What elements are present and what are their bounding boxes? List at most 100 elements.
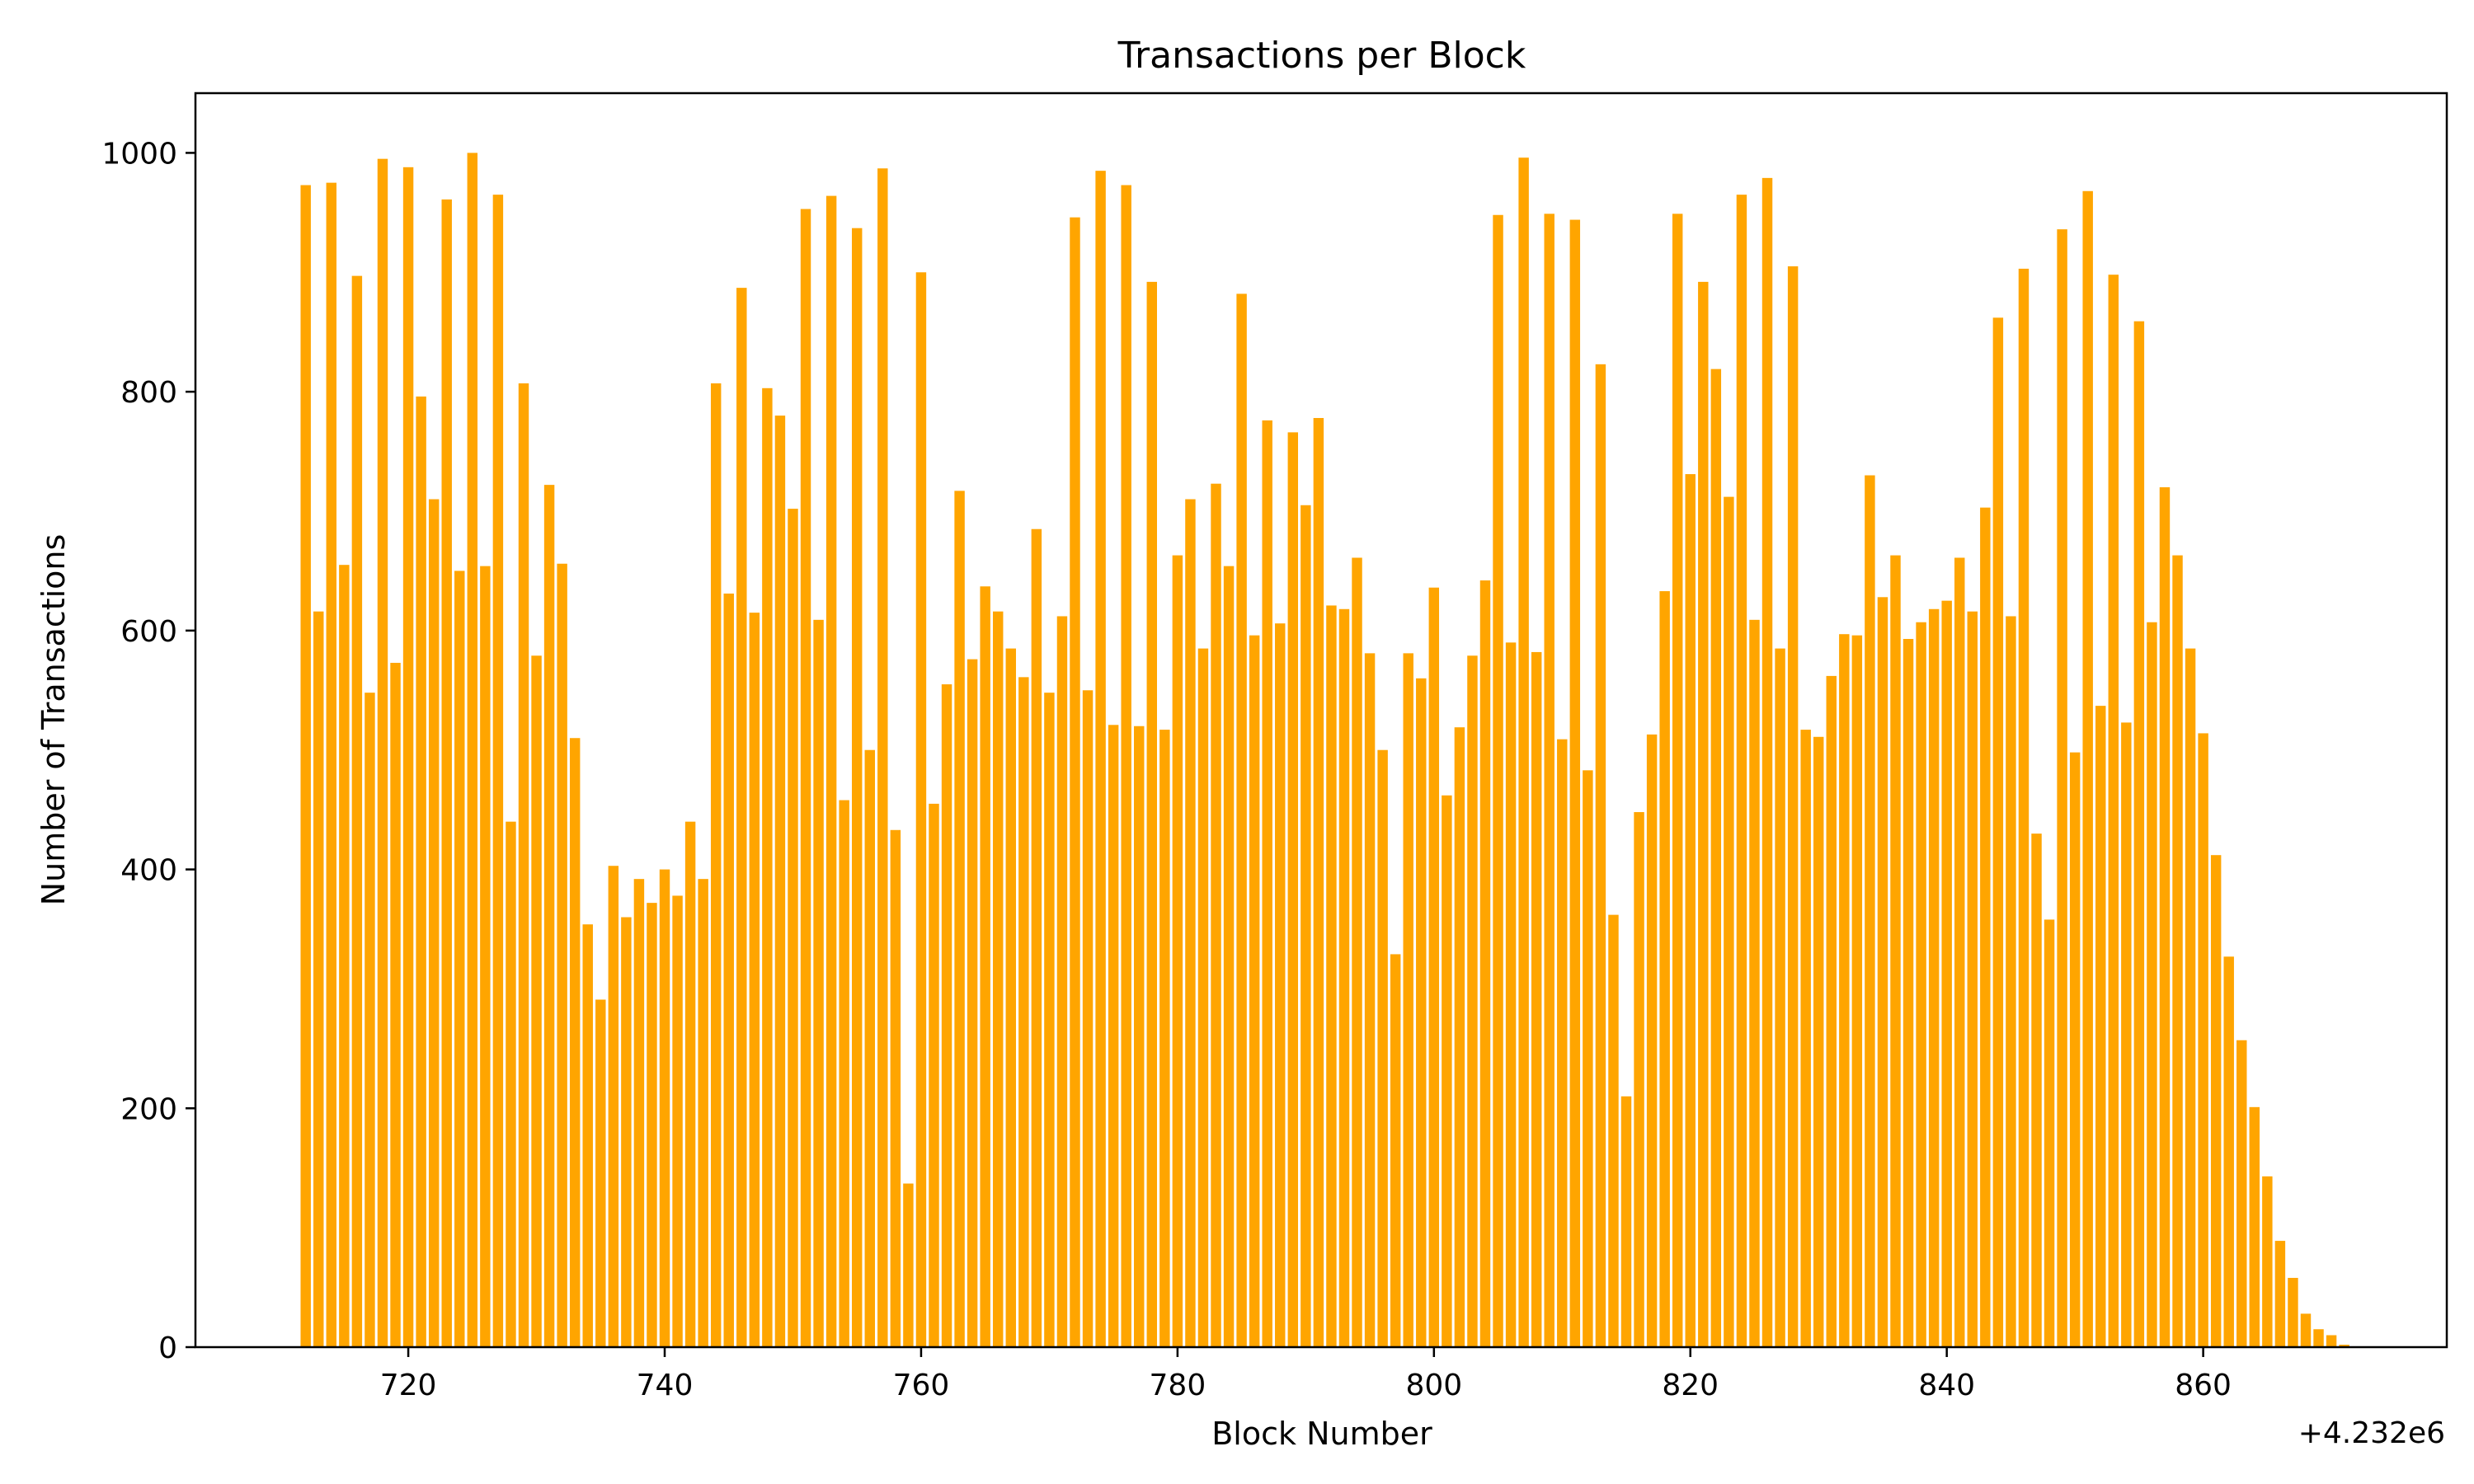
- bar-block-855: [2133, 321, 2145, 1348]
- bar-block-762: [941, 684, 952, 1347]
- bar-block-823: [1724, 496, 1734, 1347]
- bar-block-860: [2198, 733, 2208, 1347]
- bar-block-792: [1326, 605, 1337, 1347]
- bar-block-865: [2262, 1176, 2273, 1347]
- bar-block-791: [1313, 418, 1324, 1347]
- bar-block-786: [1249, 635, 1260, 1347]
- bar-block-846: [2018, 268, 2030, 1348]
- bar-block-734: [582, 924, 593, 1347]
- bar-block-775: [1108, 725, 1119, 1347]
- bar-block-795: [1364, 653, 1376, 1347]
- bar-block-776: [1121, 185, 1131, 1347]
- x-tick-label: 740: [637, 1369, 694, 1402]
- bar-block-738: [633, 879, 645, 1347]
- bar-block-728: [506, 821, 516, 1347]
- x-axis-label: Block Number: [1211, 1416, 1432, 1452]
- bar-block-847: [2031, 834, 2042, 1347]
- bar-block-767: [1005, 648, 1016, 1347]
- bar-block-830: [1813, 736, 1824, 1347]
- bar-block-845: [2006, 616, 2016, 1347]
- bar-block-840: [1941, 600, 1952, 1347]
- y-tick-label: 600: [120, 615, 177, 649]
- bar-block-725: [467, 153, 478, 1348]
- x-axis: 720 740 760 780 800 820 840 860: [380, 1347, 2232, 1402]
- bar-block-852: [2095, 706, 2106, 1347]
- bar-block-810: [1557, 739, 1568, 1347]
- bar-block-800: [1428, 587, 1440, 1347]
- bar-block-801: [1442, 795, 1452, 1347]
- bar-block-805: [1493, 214, 1503, 1347]
- bar-block-794: [1352, 557, 1362, 1347]
- bar-block-769: [1031, 528, 1042, 1347]
- bar-block-825: [1749, 619, 1760, 1347]
- bar-block-737: [621, 917, 632, 1347]
- bar-block-759: [903, 1183, 914, 1347]
- bar-block-822: [1710, 369, 1722, 1347]
- y-tick-label: 1000: [101, 137, 177, 171]
- bar-block-820: [1685, 474, 1696, 1347]
- x-tick-label: 820: [1662, 1369, 1719, 1402]
- bar-block-718: [377, 158, 388, 1347]
- bar-block-742: [684, 821, 696, 1347]
- bar-block-750: [788, 509, 798, 1347]
- bar-block-804: [1479, 580, 1491, 1347]
- bar-block-782: [1197, 648, 1209, 1347]
- bar-block-813: [1595, 364, 1606, 1348]
- bar-block-871: [2339, 1345, 2349, 1347]
- bar-block-780: [1172, 555, 1183, 1347]
- bar-block-715: [339, 565, 350, 1347]
- y-axis-label: Number of Transactions: [35, 534, 72, 906]
- bar-block-773: [1082, 690, 1094, 1347]
- y-tick-label: 200: [120, 1092, 177, 1126]
- x-tick-label: 860: [2175, 1369, 2232, 1402]
- bar-block-818: [1659, 591, 1670, 1347]
- bar-block-809: [1544, 214, 1554, 1347]
- bar-block-836: [1890, 555, 1901, 1347]
- bar-block-746: [736, 288, 747, 1347]
- bar-block-870: [2326, 1335, 2337, 1347]
- bar-block-803: [1467, 655, 1478, 1347]
- bar-block-833: [1851, 635, 1863, 1347]
- bar-block-778: [1146, 281, 1157, 1347]
- bars-group: [300, 153, 2349, 1348]
- bar-block-851: [2082, 190, 2093, 1347]
- bar-block-866: [2274, 1241, 2286, 1347]
- bar-block-712: [300, 185, 311, 1347]
- bar-block-788: [1275, 623, 1286, 1347]
- bar-block-719: [390, 662, 401, 1347]
- bar-block-736: [608, 866, 619, 1347]
- bar-block-828: [1787, 266, 1799, 1347]
- bar-block-774: [1095, 171, 1106, 1347]
- bar-block-765: [980, 586, 990, 1347]
- bar-block-864: [2249, 1106, 2260, 1347]
- bar-block-768: [1018, 677, 1029, 1347]
- bar-block-745: [723, 593, 734, 1347]
- bar-block-789: [1287, 432, 1299, 1347]
- bar-block-763: [954, 491, 965, 1347]
- bar-block-863: [2236, 1040, 2247, 1347]
- bar-block-770: [1044, 693, 1055, 1347]
- bar-block-816: [1634, 812, 1644, 1347]
- x-offset-label: +4.232e6: [2298, 1416, 2445, 1450]
- bar-block-806: [1505, 642, 1517, 1347]
- bar-block-754: [839, 800, 849, 1347]
- bar-block-787: [1262, 420, 1272, 1347]
- bar-block-781: [1185, 499, 1196, 1347]
- bar-block-862: [2223, 956, 2234, 1347]
- bar-block-858: [2172, 555, 2183, 1347]
- bar-block-832: [1839, 634, 1850, 1347]
- bar-block-727: [492, 195, 504, 1347]
- bar-block-779: [1159, 730, 1170, 1347]
- bar-block-793: [1338, 608, 1350, 1347]
- bar-block-796: [1377, 749, 1388, 1347]
- bar-block-735: [595, 999, 606, 1347]
- plot-frame: [194, 92, 2448, 1349]
- bar-block-758: [890, 829, 901, 1347]
- bar-block-853: [2108, 275, 2119, 1348]
- bar-block-859: [2185, 648, 2196, 1347]
- bar-block-713: [313, 611, 324, 1347]
- bar-block-824: [1736, 195, 1747, 1347]
- bar-block-752: [813, 619, 824, 1347]
- y-axis: 0 200 400 600 800 1000: [101, 137, 195, 1365]
- bar-block-714: [326, 182, 337, 1347]
